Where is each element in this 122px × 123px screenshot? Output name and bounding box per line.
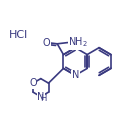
Text: N: N [37,92,44,102]
Text: H: H [40,94,46,103]
Text: NH$_2$: NH$_2$ [68,35,88,49]
Text: O: O [29,78,37,88]
Text: HCl: HCl [8,30,28,40]
Text: O: O [43,38,51,48]
Text: N: N [72,70,79,80]
